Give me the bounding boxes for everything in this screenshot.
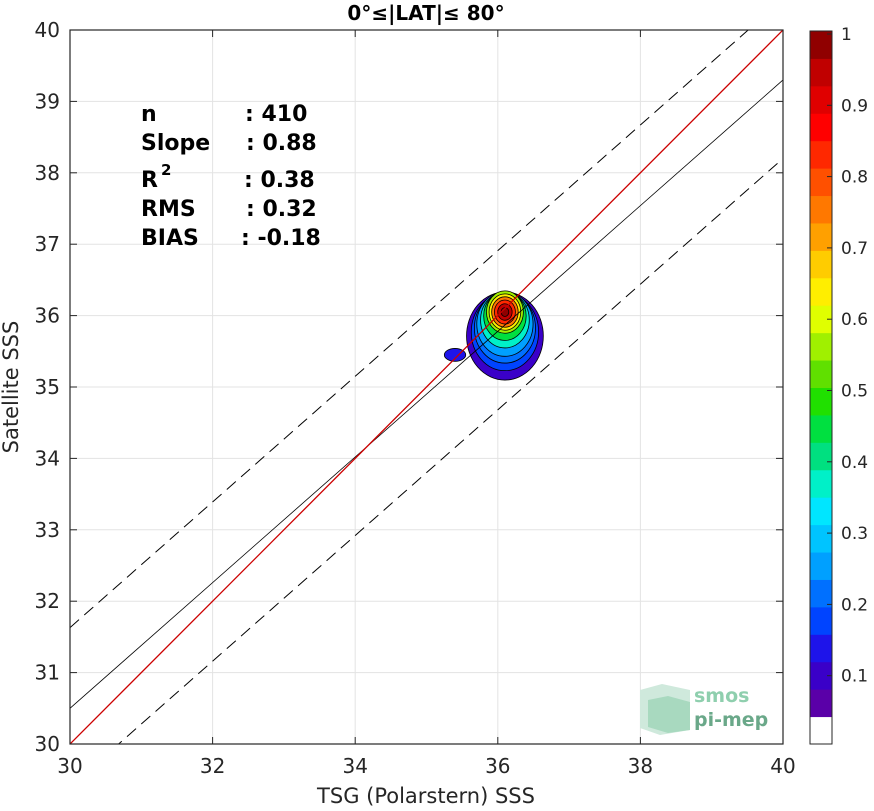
colorbar-segment	[810, 442, 832, 471]
y-tick-label: 36	[35, 304, 60, 328]
chart-title: 0°≤|LAT|≤ 80°	[347, 1, 504, 25]
x-tick-label: 32	[200, 754, 225, 778]
colorbar-tick-label: 0.1	[841, 667, 868, 687]
density-contour-lobe	[443, 348, 467, 362]
colorbar: 0.1 0.2 0.3 0.4 0.5 0.6 0.7 0.8 0.9 1	[809, 25, 868, 745]
colorbar-tick-label: 0.8	[841, 168, 868, 188]
colorbar-segment	[810, 85, 832, 114]
y-tick-label: 33	[35, 518, 60, 542]
x-axis-label: TSG (Polarstern) SSS	[316, 784, 535, 808]
colorbar-segment	[810, 140, 832, 169]
identity-line	[70, 30, 783, 744]
colorbar-segment	[810, 222, 832, 251]
colorbar-segment	[810, 277, 832, 306]
colorbar-segment	[810, 195, 832, 224]
stat-slope-value: : 0.88	[246, 131, 317, 156]
x-tick-label: 30	[57, 754, 82, 778]
reference-lines	[70, 30, 783, 744]
colorbar-segment	[810, 606, 832, 635]
x-tick-label: 36	[485, 754, 510, 778]
upper-bound-line	[70, 30, 749, 628]
logo-wave-shape	[648, 696, 690, 733]
x-tick-label: 38	[628, 754, 653, 778]
y-tick-label: 30	[35, 732, 60, 756]
y-tick-label: 38	[35, 161, 60, 185]
colorbar-segment	[810, 113, 832, 142]
colorbar-segment	[810, 387, 832, 416]
colorbar-segment	[810, 689, 832, 718]
colorbar-segment	[810, 552, 832, 580]
colorbar-segment	[810, 58, 832, 87]
colorbar-segment	[810, 250, 832, 279]
y-tick-label: 34	[35, 446, 60, 470]
colorbar-segment	[810, 634, 832, 663]
colorbar-tick-label: 0.3	[841, 524, 868, 544]
colorbar-segment	[810, 579, 832, 608]
colorbar-segment	[810, 716, 832, 745]
stats-box: n : 410 Slope : 0.88 R 2 : 0.38 RMS : 0.…	[141, 102, 321, 251]
logo-text-smos: smos	[694, 685, 749, 707]
density-contours	[443, 290, 544, 381]
colorbar-tick-label: 0.5	[841, 382, 868, 402]
colorbar-frame	[809, 30, 833, 745]
colorbar-segment	[810, 305, 832, 334]
regression-line	[70, 79, 783, 709]
y-tick-label: 40	[35, 18, 60, 42]
logo-text-pimep: pi-mep	[694, 709, 768, 731]
stat-r2-value: : 0.38	[244, 168, 315, 193]
x-tick-label: 40	[770, 754, 795, 778]
stat-rms-label: RMS	[141, 197, 196, 222]
smos-pimep-logo: smos pi-mep	[640, 684, 768, 735]
x-tick-label: 34	[342, 754, 367, 778]
colorbar-tick-label: 1	[841, 25, 852, 45]
colorbar-tick-label: 0.9	[841, 96, 868, 116]
y-tick-label: 35	[35, 375, 60, 399]
stat-bias-label: BIAS	[141, 226, 199, 251]
colorbar-segment	[810, 414, 832, 443]
colorbar-tick-label: 0.2	[841, 595, 868, 615]
y-tick-label: 39	[35, 89, 60, 113]
stat-n-label: n	[141, 102, 157, 127]
colorbar-tick-label: 0.6	[841, 310, 868, 330]
grid	[69, 29, 784, 745]
colorbar-segment	[810, 168, 832, 197]
stat-bias-value: : -0.18	[241, 226, 321, 251]
colorbar-segment	[810, 524, 832, 553]
y-axis-label: Satellite SSS	[0, 321, 23, 454]
y-tick-label: 32	[35, 589, 60, 613]
colorbar-tick-label: 0.7	[841, 239, 868, 259]
stat-rms-value: : 0.32	[246, 197, 317, 222]
colorbar-segment	[810, 360, 832, 388]
colorbar-segment	[810, 469, 832, 498]
stat-r2-label: R	[141, 168, 158, 193]
colorbar-segment	[810, 661, 832, 690]
y-tick-label: 37	[35, 232, 60, 256]
colorbar-segment	[810, 497, 832, 526]
stat-n-value: : 410	[245, 102, 307, 127]
stat-r2-superscript: 2	[161, 161, 171, 179]
y-tick-label: 31	[35, 661, 60, 685]
axis-ticks: 30 32 34 36 38 40 30 31 32 33 34 35 36 37 38 39 40	[35, 18, 796, 778]
colorbar-segment	[810, 332, 832, 361]
stat-slope-label: Slope	[141, 131, 210, 156]
colorbar-tick-label: 0.4	[841, 453, 868, 473]
lower-bound-line	[117, 158, 783, 744]
colorbar-segment	[810, 31, 832, 59]
